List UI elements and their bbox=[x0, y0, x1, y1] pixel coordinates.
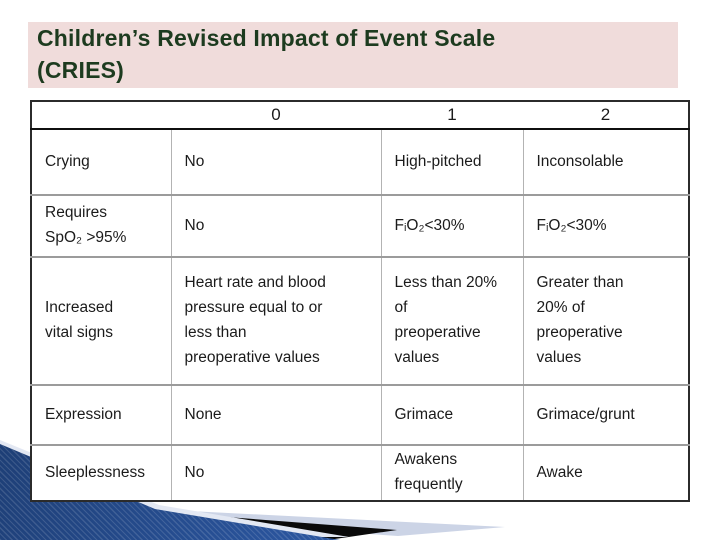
table-row: Sleeplessness No Awakens frequently Awake bbox=[31, 444, 689, 501]
value-cell: Awakens frequently bbox=[380, 444, 523, 501]
value-cell: Grimace bbox=[380, 384, 523, 445]
value-cell: Inconsolable bbox=[522, 129, 689, 195]
row-label-cell: Requires SpO₂ >95% bbox=[31, 194, 171, 257]
value-cell: Less than 20% of preoperative values bbox=[380, 256, 523, 385]
value-cell: Greater than 20% of preoperative values bbox=[522, 256, 689, 385]
title-band: Children’s Revised Impact of Event Scale… bbox=[28, 22, 678, 88]
value-cell: No bbox=[170, 129, 381, 195]
value-cell: FᵢO₂<30% bbox=[522, 194, 689, 257]
header-cell bbox=[31, 101, 171, 130]
value-cell: None bbox=[170, 384, 381, 445]
header-cell: 0 bbox=[171, 101, 381, 130]
value-cell: High-pitched bbox=[380, 129, 523, 195]
value-cell: No bbox=[170, 194, 381, 257]
header-cell: 2 bbox=[523, 101, 689, 130]
value-cell: Grimace/grunt bbox=[522, 384, 689, 445]
row-label-cell: Sleeplessness bbox=[31, 444, 171, 501]
value-cell: No bbox=[170, 444, 381, 501]
row-label-cell: Crying bbox=[45, 152, 90, 170]
value-cell: Heart rate and blood pressure equal to o… bbox=[170, 256, 381, 385]
header-cell: 1 bbox=[381, 101, 523, 130]
table-row: Requires SpO₂ >95% No FᵢO₂<30% FᵢO₂<30% bbox=[31, 194, 689, 257]
slide-title-line2: (CRIES) bbox=[37, 57, 125, 83]
row-label-cell: Expression bbox=[31, 384, 171, 445]
slide-title-line1: Children’s Revised Impact of Event Scale bbox=[37, 25, 496, 51]
row-label-cell: Increased vital signs bbox=[31, 256, 171, 385]
value-cell: Awake bbox=[522, 444, 689, 501]
table-row: Expression None Grimace Grimace/grunt bbox=[31, 384, 689, 445]
value-cell: FᵢO₂<30% bbox=[380, 194, 523, 257]
table-row: Increased vital signs Heart rate and bloo… bbox=[31, 256, 689, 385]
table-row: Crying No High-pitched Inconsolable bbox=[31, 129, 689, 195]
table-body: Crying No High-pitched Inconsolable Requires… bbox=[31, 129, 689, 501]
